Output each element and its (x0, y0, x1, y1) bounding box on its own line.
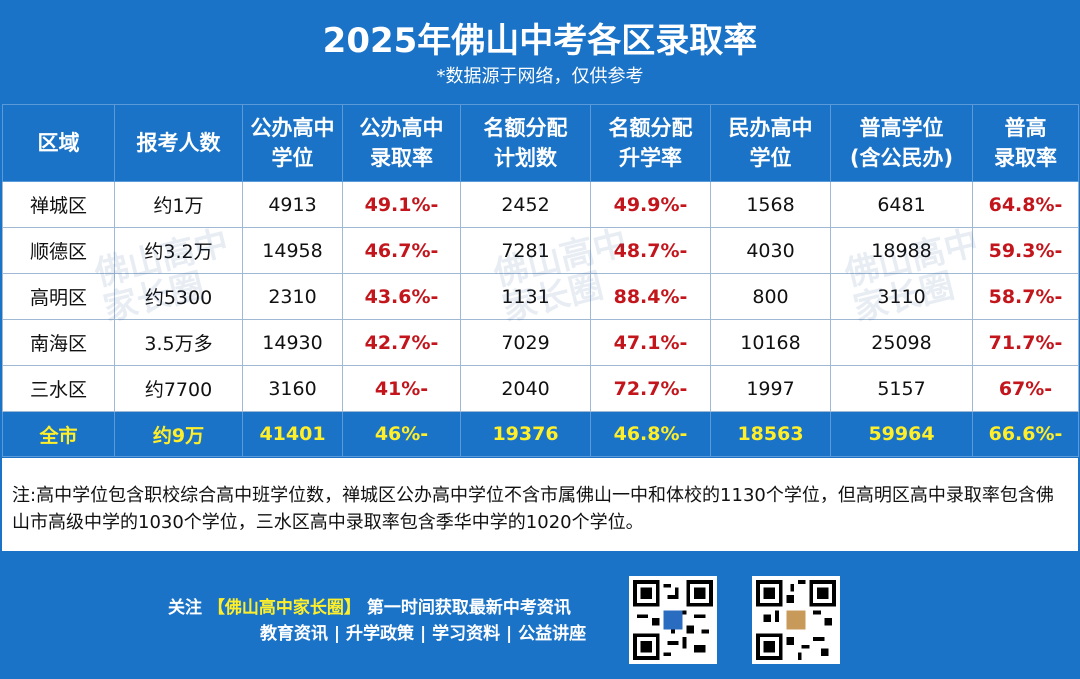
table-cell: 14958 (242, 227, 343, 274)
column-header: 公办高中 录取率 (342, 104, 461, 182)
table-cell: 72.7%- (590, 365, 711, 412)
footer-suffix: 第一时间获取最新中考资讯 (366, 598, 571, 618)
footer-prefix: 关注 (168, 598, 202, 618)
table-cell: 高明区 (2, 273, 115, 320)
total-cell: 46%- (342, 411, 461, 457)
footnote: 注:高中学位包含职校综合高中班学位数，禅城区公办高中学位不含市属佛山一中和体校的… (2, 458, 1078, 551)
total-cell: 19376 (460, 411, 591, 457)
table-cell: 46.7%- (342, 227, 461, 274)
qr-code-icon[interactable] (752, 576, 840, 664)
table-total-row: 全市 约9万 41401 46%- 19376 46.8%- 18563 59964 66.6%… (2, 411, 1079, 457)
page-subtitle: *数据源于网络，仅供参考 (436, 66, 644, 87)
table-cell: 59.3%- (972, 227, 1079, 274)
footer-text: 关注 【佛山高中家长圈】 第一时间获取最新中考资讯 教育资讯 | 升学政策 | … (168, 595, 586, 647)
table-cell: 3160 (242, 365, 343, 412)
table-cell: 64.8%- (972, 181, 1079, 228)
table-cell: 7281 (460, 227, 591, 274)
table-cell: 88.4%- (590, 273, 711, 320)
footer-brand: 【佛山高中家长圈】 (207, 598, 361, 618)
total-cell: 全市 (2, 411, 115, 457)
table-cell: 4913 (242, 181, 343, 228)
table-cell: 47.1%- (590, 319, 711, 366)
table-cell: 7029 (460, 319, 591, 366)
column-header: 公办高中 学位 (242, 104, 343, 182)
table-cell: 49.1%- (342, 181, 461, 228)
table-cell: 800 (710, 273, 831, 320)
table-row: 南海区 3.5万多 14930 42.7%- 7029 47.1%- 10168 25098 7… (2, 319, 1079, 366)
table-row: 高明区 约5300 2310 43.6%- 1131 88.4%- 800 3110 58.7%… (2, 273, 1079, 320)
table-row: 顺德区 约3.2万 14958 46.7%- 7281 48.7%- 4030 18988 59… (2, 227, 1079, 274)
column-header: 报考人数 (114, 104, 243, 182)
table-cell: 禅城区 (2, 181, 115, 228)
table-cell: 49.9%- (590, 181, 711, 228)
table-cell: 2040 (460, 365, 591, 412)
table-cell: 10168 (710, 319, 831, 366)
table-cell: 18988 (830, 227, 973, 274)
table-cell: 25098 (830, 319, 973, 366)
footer: 关注 【佛山高中家长圈】 第一时间获取最新中考资讯 教育资讯 | 升学政策 | … (0, 553, 1080, 679)
page-title: 2025年佛山中考各区录取率 (322, 21, 758, 61)
column-header: 普高学位 (含公民办) (830, 104, 973, 182)
table-cell: 约5300 (114, 273, 243, 320)
column-header: 名额分配 计划数 (460, 104, 591, 182)
total-cell: 46.8%- (590, 411, 711, 457)
table-cell: 43.6%- (342, 273, 461, 320)
table-cell: 1131 (460, 273, 591, 320)
qr-code-icon[interactable] (629, 576, 717, 664)
table-cell: 约3.2万 (114, 227, 243, 274)
table-cell: 3110 (830, 273, 973, 320)
table-cell: 约1万 (114, 181, 243, 228)
table-cell: 48.7%- (590, 227, 711, 274)
total-cell: 59964 (830, 411, 973, 457)
table-cell: 三水区 (2, 365, 115, 412)
table-row: 三水区 约7700 3160 41%- 2040 72.7%- 1997 5157 67%- (2, 365, 1079, 412)
table-cell: 顺德区 (2, 227, 115, 274)
table-cell: 2452 (460, 181, 591, 228)
table-cell: 南海区 (2, 319, 115, 366)
table-cell: 58.7%- (972, 273, 1079, 320)
footer-topics: 教育资讯 | 升学政策 | 学习资料 | 公益讲座 (260, 624, 587, 644)
admission-table: 区域 报考人数 公办高中 学位 公办高中 录取率 名额分配 计划数 名额分配 升学率 民办高… (2, 104, 1079, 457)
table-cell: 2310 (242, 273, 343, 320)
table-cell: 6481 (830, 181, 973, 228)
total-cell: 66.6%- (972, 411, 1079, 457)
table-row: 禅城区 约1万 4913 49.1%- 2452 49.9%- 1568 6481 64.8%- (2, 181, 1079, 228)
table-cell: 1997 (710, 365, 831, 412)
table-cell: 4030 (710, 227, 831, 274)
table-cell: 5157 (830, 365, 973, 412)
table-header-row: 区域 报考人数 公办高中 学位 公办高中 录取率 名额分配 计划数 名额分配 升学率 民办高… (2, 104, 1079, 182)
column-header: 区域 (2, 104, 115, 182)
total-cell: 41401 (242, 411, 343, 457)
table-cell: 71.7%- (972, 319, 1079, 366)
table-cell: 3.5万多 (114, 319, 243, 366)
table-cell: 1568 (710, 181, 831, 228)
table-cell: 14930 (242, 319, 343, 366)
total-cell: 18563 (710, 411, 831, 457)
column-header: 民办高中 学位 (710, 104, 831, 182)
table-cell: 41%- (342, 365, 461, 412)
table-cell: 67%- (972, 365, 1079, 412)
header: 2025年佛山中考各区录取率 *数据源于网络，仅供参考 (0, 0, 1080, 104)
column-header: 普高 录取率 (972, 104, 1079, 182)
table-cell: 约7700 (114, 365, 243, 412)
total-cell: 约9万 (114, 411, 243, 457)
table-cell: 42.7%- (342, 319, 461, 366)
column-header: 名额分配 升学率 (590, 104, 711, 182)
admission-table-wrapper: 区域 报考人数 公办高中 学位 公办高中 录取率 名额分配 计划数 名额分配 升学率 民办高… (2, 104, 1079, 457)
